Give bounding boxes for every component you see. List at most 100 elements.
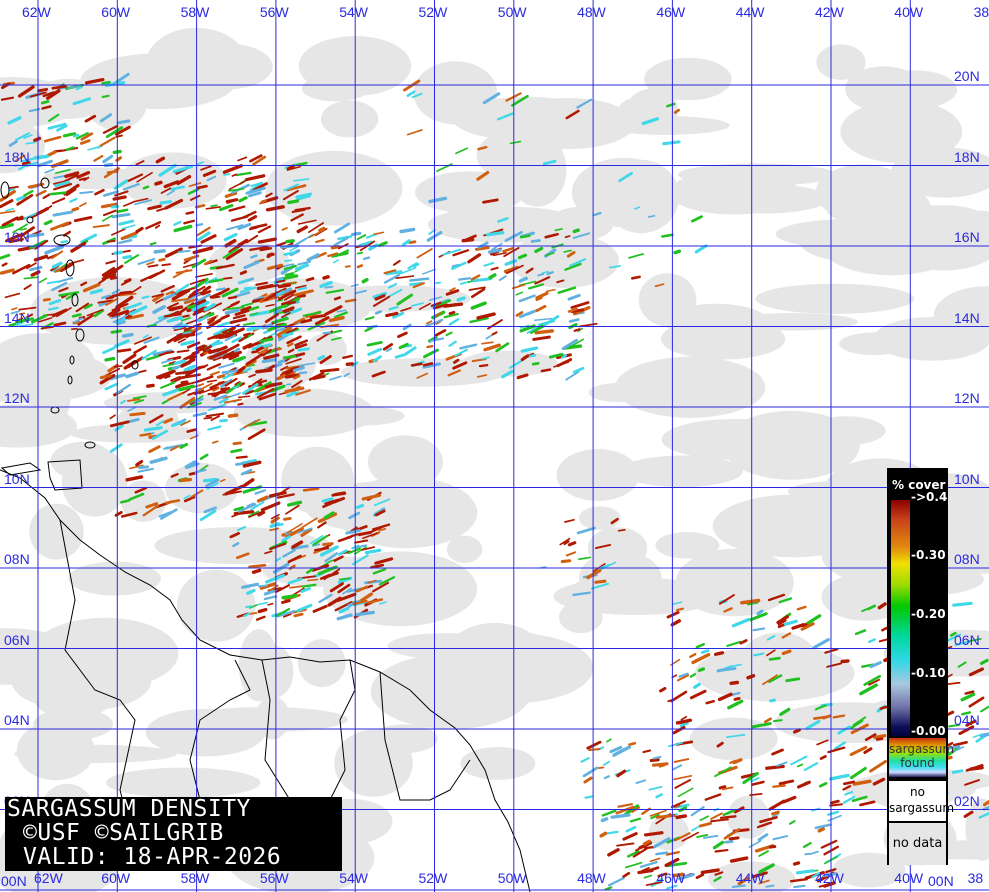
sargassum-patch	[79, 190, 94, 195]
sargassum-patch	[625, 826, 637, 833]
sargassum-patch	[534, 246, 544, 254]
cloud-patch	[51, 299, 144, 337]
sargassum-patch	[557, 286, 577, 294]
sargassum-patch	[264, 550, 273, 555]
sargassum-patch	[4, 292, 21, 299]
sargassum-patch	[180, 420, 191, 427]
sargassum-patch	[158, 257, 166, 262]
sargassum-patch	[170, 375, 181, 382]
sargassum-patch	[194, 293, 211, 304]
sargassum-patch	[556, 279, 565, 284]
sargassum-patch	[300, 527, 313, 537]
sargassum-patch	[205, 478, 220, 488]
sargassum-patch	[67, 85, 81, 90]
sargassum-patch	[302, 487, 320, 492]
sargassum-patch	[655, 813, 676, 819]
sargassum-patch	[196, 382, 213, 393]
sargassum-patch	[146, 261, 155, 266]
sargassum-patch	[869, 759, 888, 773]
sargassum-patch	[235, 455, 248, 459]
sargassum-patch	[666, 861, 687, 868]
sargassum-patch	[228, 205, 246, 212]
sargassum-patch	[753, 652, 765, 657]
sargassum-patch	[110, 315, 121, 319]
sargassum-patch	[160, 508, 178, 520]
sargassum-patch	[565, 109, 580, 120]
coordinate-label: 04N	[4, 712, 30, 728]
sargassum-patch	[125, 315, 132, 319]
sargassum-patch	[33, 154, 49, 160]
sargassum-patch	[256, 495, 269, 503]
sargassum-patch	[362, 532, 378, 540]
sargassum-patch	[952, 601, 973, 607]
sargassum-patch	[103, 190, 119, 197]
cloud-patch	[660, 318, 786, 360]
sargassum-patch	[616, 769, 627, 778]
sargassum-patch	[110, 205, 120, 209]
sargassum-patch	[430, 301, 442, 307]
sargassum-patch	[263, 589, 276, 596]
sargassum-patch	[333, 555, 344, 562]
sargassum-patch	[195, 331, 203, 336]
sargassum-patch	[537, 273, 545, 277]
sargassum-patch	[133, 399, 145, 404]
sargassum-patch	[567, 293, 581, 301]
sargassum-patch	[37, 87, 49, 93]
sargassum-patch	[695, 873, 705, 880]
sargassum-patch	[281, 226, 288, 231]
cloud-patch	[209, 241, 290, 283]
sargassum-patch	[145, 502, 159, 509]
sargassum-patch	[257, 348, 269, 355]
sargassum-patch	[344, 265, 351, 268]
sargassum-patch	[286, 522, 303, 534]
sargassum-patch	[145, 355, 159, 361]
sargassum-patch	[657, 872, 668, 878]
sargassum-patch	[353, 546, 367, 555]
sargassum-patch	[218, 333, 238, 340]
sargassum-patch	[693, 682, 701, 689]
sargassum-patch	[153, 315, 171, 325]
sargassum-patch	[55, 168, 71, 175]
sargassum-patch	[822, 872, 838, 878]
sargassum-patch	[1, 262, 8, 267]
sargassum-patch	[671, 601, 683, 606]
sargassum-patch	[729, 856, 749, 863]
sargassum-patch	[105, 260, 116, 265]
sargassum-patch	[543, 315, 560, 327]
sargassum-patch	[265, 192, 273, 198]
sargassum-patch	[231, 511, 244, 518]
sargassum-patch	[216, 374, 226, 379]
sargassum-patch	[649, 809, 667, 817]
sargassum-patch	[367, 347, 383, 356]
sargassum-patch	[237, 402, 244, 406]
sargassum-patch	[134, 486, 148, 494]
coordinate-label: 46W	[656, 4, 686, 20]
sargassum-patch	[224, 306, 245, 311]
sargassum-patch	[235, 552, 250, 560]
sargassum-patch	[805, 719, 821, 730]
cloud-patch	[33, 708, 113, 741]
sargassum-patch	[487, 248, 502, 254]
sargassum-patch	[705, 699, 715, 705]
sargassum-patch	[205, 206, 222, 210]
sargassum-patch	[576, 526, 596, 535]
sargassum-patch	[198, 386, 218, 395]
sargassum-patch	[242, 460, 262, 468]
sargassum-patch	[209, 371, 220, 376]
sargassum-patch	[526, 326, 538, 334]
sargassum-patch	[312, 604, 328, 613]
sargassum-patch	[674, 804, 681, 809]
sargassum-patch	[329, 582, 344, 593]
sargassum-patch	[51, 85, 67, 90]
coordinate-label: 60W	[101, 4, 131, 20]
sargassum-patch	[51, 308, 68, 318]
sargassum-patch	[296, 225, 308, 234]
sargassum-patch	[246, 588, 256, 595]
sargassum-patch	[286, 164, 295, 171]
sargassum-patch	[617, 803, 633, 808]
sargassum-patch	[276, 609, 296, 618]
sargassum-patch	[325, 288, 345, 294]
coordinate-label: 12N	[954, 390, 980, 406]
sargassum-patch	[599, 831, 608, 838]
